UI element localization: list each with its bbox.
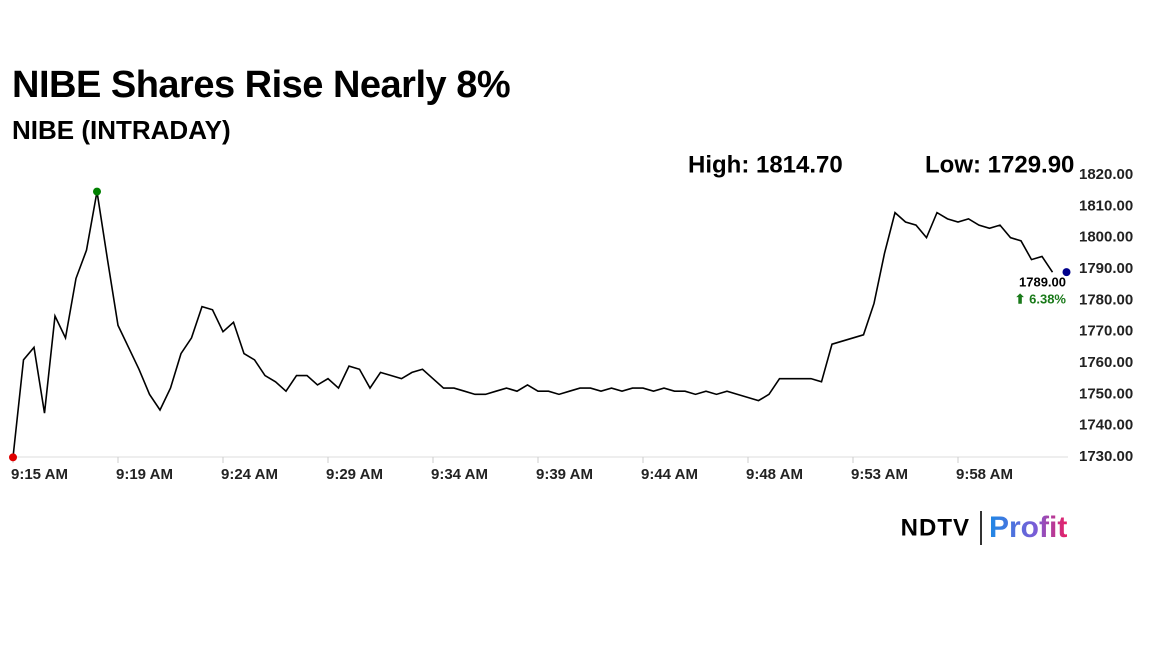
- last-label: 1789.00: [1019, 274, 1066, 289]
- change-label: ⬆ 6.38%: [1015, 291, 1067, 306]
- price-line: [12, 191, 1054, 458]
- x-tick-label: 9:53 AM: [851, 466, 908, 483]
- low-marker: [9, 453, 17, 462]
- y-tick-label: 1820.00: [1079, 166, 1133, 183]
- x-tick-label: 9:58 AM: [956, 466, 1013, 483]
- brand: NDTV: [901, 514, 970, 541]
- brand-divider: [980, 511, 982, 545]
- y-tick-label: 1780.00: [1079, 291, 1133, 308]
- y-tick-label: 1790.00: [1079, 260, 1133, 277]
- x-tick-label: 9:44 AM: [641, 466, 698, 483]
- x-tick-label: 9:34 AM: [431, 466, 488, 483]
- low-label: Low: 1729.90: [925, 151, 1074, 178]
- x-tick-label: 9:15 AM: [11, 466, 68, 483]
- high-label: High: 1814.70: [688, 151, 843, 178]
- y-tick-label: 1750.00: [1079, 385, 1133, 402]
- high-marker: [93, 187, 101, 196]
- last-marker: [1062, 268, 1071, 277]
- x-tick-label: 9:19 AM: [116, 466, 173, 483]
- y-tick-label: 1800.00: [1079, 229, 1133, 246]
- x-tick-label: 9:39 AM: [536, 466, 593, 483]
- x-tick-label: 9:24 AM: [221, 466, 278, 483]
- y-tick-label: 1730.00: [1079, 448, 1133, 465]
- chart-subtitle: NIBE (INTRADAY): [12, 115, 231, 145]
- x-tick-label: 9:48 AM: [746, 466, 803, 483]
- y-tick-label: 1760.00: [1079, 354, 1133, 371]
- y-tick-label: 1770.00: [1079, 323, 1133, 340]
- y-tick-label: 1740.00: [1079, 417, 1133, 434]
- chart-title: NIBE Shares Rise Nearly 8%: [12, 64, 510, 106]
- y-tick-label: 1810.00: [1079, 197, 1133, 214]
- brand-sub: Profit: [989, 511, 1067, 544]
- x-tick-label: 9:29 AM: [326, 466, 383, 483]
